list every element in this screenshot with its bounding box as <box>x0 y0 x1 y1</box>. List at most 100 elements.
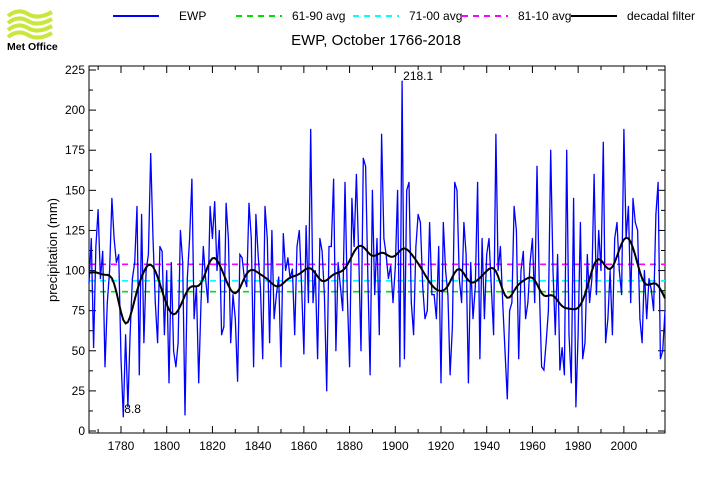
ewp-point <box>380 133 383 135</box>
ewp-point <box>307 302 310 304</box>
ewp-point <box>186 277 188 280</box>
ewp-point <box>193 318 195 320</box>
ewp-point <box>458 277 460 280</box>
ewp-point <box>147 253 150 256</box>
ewp-point <box>346 294 348 296</box>
ewp-point <box>287 257 289 259</box>
ewp-point <box>154 302 156 304</box>
ewp-point <box>218 229 220 232</box>
ewp-point <box>136 205 138 207</box>
ewp-point <box>362 157 364 159</box>
ewp-point <box>490 286 492 288</box>
ewp-point <box>584 342 586 344</box>
ewp-point <box>545 342 547 344</box>
ewp-point <box>376 237 378 240</box>
ewp-point <box>140 213 143 215</box>
annotation-label: 8.8 <box>124 402 141 416</box>
ewp-point <box>527 302 529 304</box>
ewp-point <box>90 237 92 240</box>
y-tick-label: 25 <box>72 384 86 398</box>
ewp-point <box>335 350 337 352</box>
ewp-point <box>227 237 230 240</box>
ewp-point <box>282 233 284 235</box>
logo-wave-icon <box>6 16 53 26</box>
ewp-point <box>225 202 227 204</box>
ewp-point <box>127 406 129 408</box>
ewp-point <box>88 282 90 284</box>
ewp-point <box>323 294 326 296</box>
ewp-point <box>230 342 232 344</box>
ewp-point <box>387 277 390 280</box>
y-tick-label: 150 <box>65 183 85 197</box>
ewp-point <box>161 250 163 252</box>
ewp-point <box>374 294 376 296</box>
plot-area: 0 25 50 75 100 125 150 175 200 225 1780 1800 1820 184… <box>65 63 666 453</box>
legend-item: EWP <box>113 9 206 23</box>
ewp-point <box>241 257 243 259</box>
ewp-point <box>534 302 536 304</box>
axes-frame <box>88 65 666 434</box>
ewp-point <box>582 358 584 360</box>
ewp-point <box>303 353 305 355</box>
ewp-point <box>463 221 465 224</box>
logo-wave-icon <box>6 23 53 33</box>
ewp-point <box>115 261 118 264</box>
ewp-point <box>367 277 369 280</box>
ewp-point <box>408 181 410 183</box>
ewp-point <box>497 269 499 272</box>
ewp-point <box>623 128 625 130</box>
ewp-point <box>298 229 300 232</box>
ewp-point <box>273 318 275 320</box>
ewp-point <box>456 189 458 191</box>
annotation-label: 218.1 <box>403 69 433 83</box>
ewp-point <box>611 334 614 336</box>
ewp-point <box>643 269 646 272</box>
ewp-point <box>284 269 287 272</box>
ewp-point <box>566 149 568 151</box>
ewp-point <box>636 229 639 232</box>
legend-label: 71-00 avg <box>409 9 462 23</box>
ewp-point <box>442 221 444 224</box>
ewp-point <box>536 165 538 167</box>
ewp-point <box>106 302 108 304</box>
legend-item: 61-90 avg <box>236 9 345 23</box>
x-tick-label: 1940 <box>473 439 500 453</box>
x-tick-label: 1860 <box>291 439 318 453</box>
ewp-point <box>102 250 104 252</box>
ewp-point <box>175 366 177 368</box>
logo-wave-icon <box>6 9 53 19</box>
ewp-point <box>406 189 408 191</box>
legend-label: decadal filter <box>627 9 695 23</box>
ewp-point <box>314 269 316 272</box>
ewp-point <box>540 366 543 368</box>
ewp-point <box>575 406 577 408</box>
ewp-point <box>316 358 319 360</box>
ewp-point <box>239 253 241 256</box>
ewp-point <box>246 286 248 288</box>
ewp-point <box>554 334 556 336</box>
ewp-point <box>255 213 257 215</box>
ewp-point <box>214 200 216 203</box>
ewp-point <box>588 302 591 304</box>
ewp-point <box>467 382 470 384</box>
ewp-point <box>632 197 634 199</box>
ewp-point <box>113 237 115 240</box>
ewp-point <box>547 310 550 312</box>
ewp-point <box>145 269 147 272</box>
x-tick-label: 1820 <box>199 439 226 453</box>
ewp-point <box>223 326 225 328</box>
ewp-point <box>92 346 95 349</box>
ewp-point <box>200 302 202 304</box>
ewp-point <box>262 358 264 360</box>
ewp-point <box>508 310 511 312</box>
ewp-point <box>506 398 508 400</box>
ewp-point <box>451 326 454 328</box>
ewp-point <box>138 374 140 376</box>
ewp-point <box>492 334 495 336</box>
ewp-point <box>412 334 415 336</box>
ewp-point <box>572 197 575 199</box>
ewp-point <box>312 302 314 304</box>
ewp-point <box>515 229 518 232</box>
x-tick-label: 1920 <box>428 439 455 453</box>
